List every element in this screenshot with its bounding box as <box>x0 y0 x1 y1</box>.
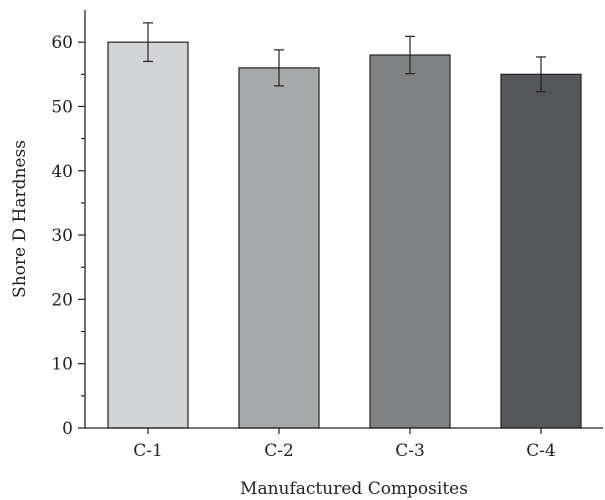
y-tick-label: 30 <box>51 226 73 246</box>
error-bars-group <box>143 22 546 93</box>
y-tick-label: 20 <box>51 290 73 310</box>
y-tick-label: 50 <box>51 97 73 117</box>
x-tick-label: C-3 <box>395 441 425 461</box>
bars-group <box>107 41 582 429</box>
y-ticks-group: 0 10 20 30 40 50 60 <box>51 33 85 439</box>
y-tick-label: 40 <box>51 162 73 182</box>
bar-c-3 <box>369 54 451 429</box>
axes-group <box>84 10 603 429</box>
y-tick-label: 10 <box>51 355 73 375</box>
x-axis-title: Manufactured Composites <box>240 479 468 499</box>
bar-c-2 <box>238 67 320 429</box>
bar-c-1 <box>107 41 189 429</box>
x-tick-label: C-4 <box>526 441 556 461</box>
y-axis-title: Shore D Hardness <box>10 140 30 298</box>
x-ticks-group: C-1 C-2 C-3 C-4 <box>133 428 556 461</box>
x-tick-label: C-2 <box>264 441 294 461</box>
bar-c-4 <box>500 73 582 429</box>
y-tick-label: 60 <box>51 33 73 53</box>
x-tick-label: C-1 <box>133 441 163 461</box>
y-tick-label: 0 <box>62 419 73 439</box>
